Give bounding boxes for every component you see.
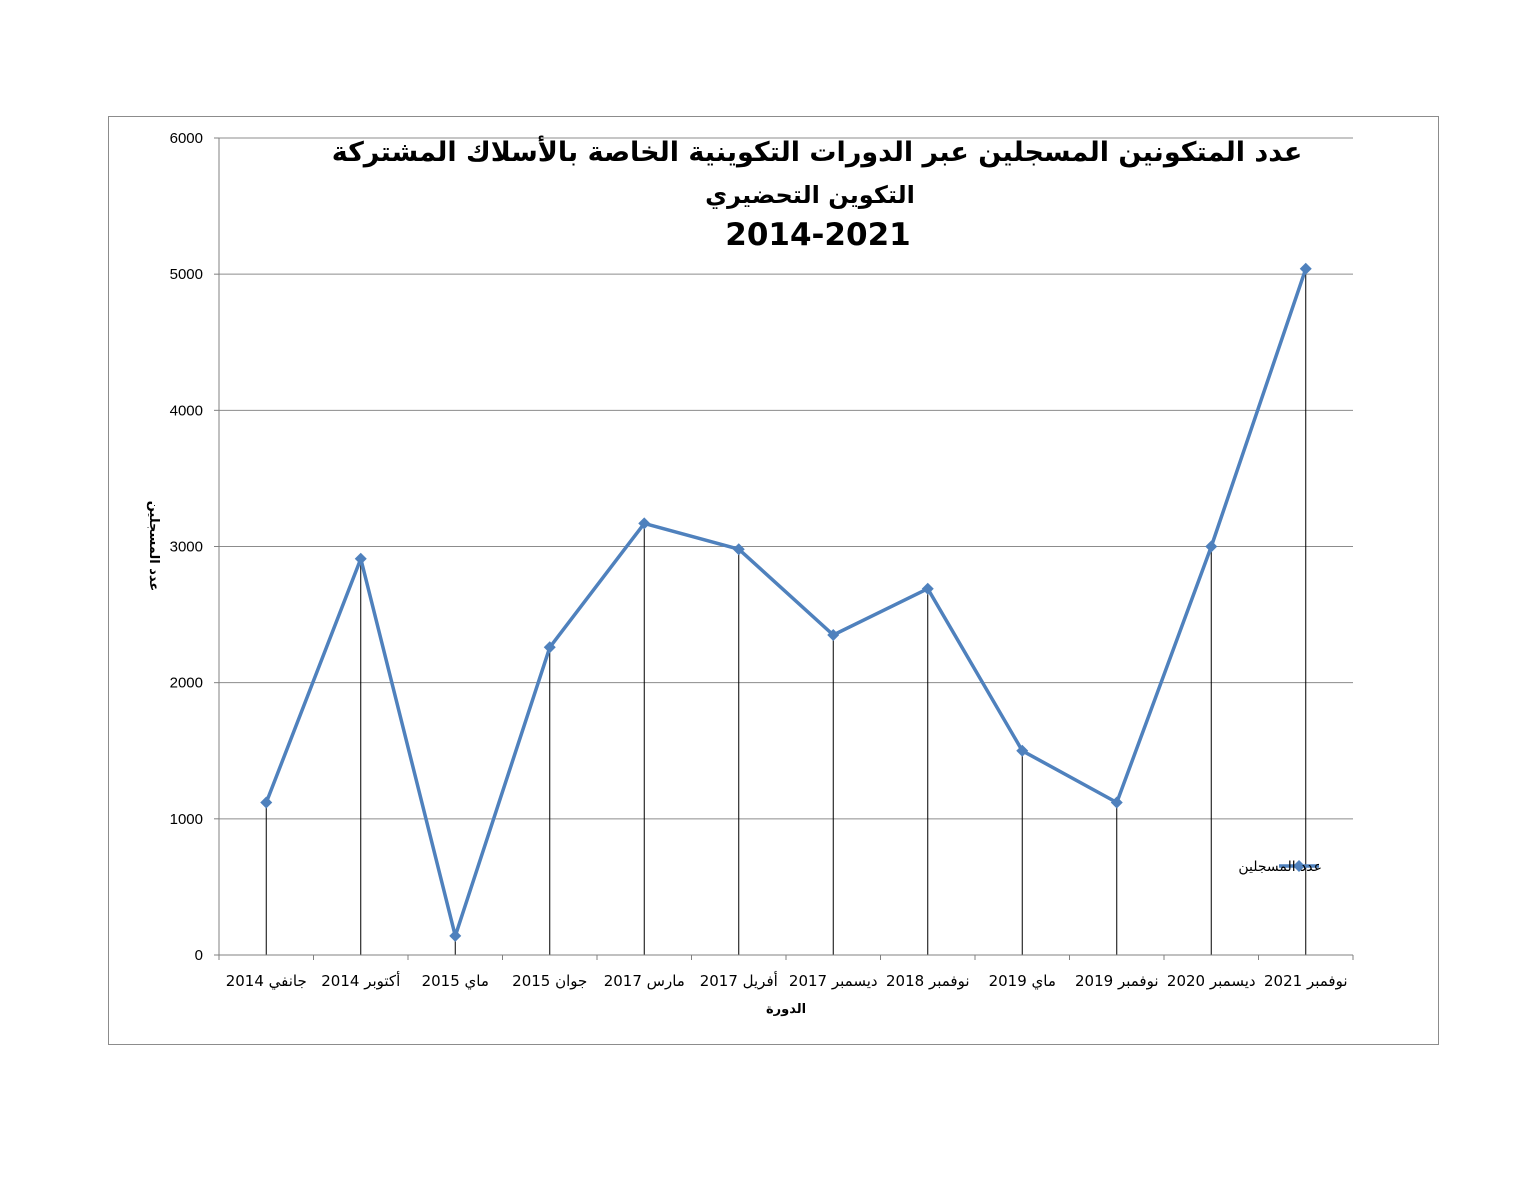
x-tick-label: جوان 2015 <box>512 972 587 990</box>
data-point <box>732 543 745 556</box>
y-tick-label: 4000 <box>170 402 203 419</box>
data-point <box>1016 744 1029 757</box>
data-point <box>354 552 367 565</box>
data-point <box>1110 796 1123 809</box>
data-point <box>921 582 934 595</box>
data-point <box>638 517 651 530</box>
legend: عدد المسجلين <box>1238 859 1322 875</box>
data-point <box>543 641 556 654</box>
y-tick-label: 1000 <box>170 811 203 828</box>
y-tick-label: 6000 <box>170 130 203 147</box>
x-tick-label: ديسمبر 2020 <box>1167 972 1256 990</box>
y-tick-labels: 0 1000 2000 3000 4000 5000 6000 <box>170 130 219 964</box>
x-tick-label: أفريل 2017 <box>700 971 778 990</box>
x-tick-label: ديسمبر 2017 <box>789 972 878 990</box>
data-point <box>827 629 840 642</box>
chart-title-line-2: التكوين التحضيري <box>705 181 915 209</box>
x-tick-label: نوفمبر 2021 <box>1264 972 1348 990</box>
data-point <box>1205 540 1218 553</box>
data-point <box>1299 262 1312 275</box>
x-tick-label: مارس 2017 <box>604 972 685 990</box>
y-tick-label: 5000 <box>170 266 203 283</box>
legend-label: عدد المسجلين <box>1238 859 1322 875</box>
y-tick-label: 0 <box>195 947 203 964</box>
x-tick-label: أكتوبر 2014 <box>321 971 400 990</box>
data-point <box>449 929 462 942</box>
legend-marker-icon <box>1293 860 1305 872</box>
series-line <box>264 266 1308 938</box>
x-tick-labels: جانفي 2014 أكتوبر 2014 ماي 2015 جوان 2015 ما… <box>218 955 1354 991</box>
chart-title-line-3: 2014-2021 <box>725 217 910 253</box>
y-tick-label: 2000 <box>170 675 203 692</box>
x-tick-label: نوفمبر 2018 <box>886 972 970 990</box>
data-point <box>260 796 273 809</box>
y-axis-title: عدد المسجلين <box>146 501 161 592</box>
x-tick-label: ماي 2015 <box>422 972 489 991</box>
series-layer <box>260 262 1312 942</box>
y-tick-label: 3000 <box>170 539 203 556</box>
x-tick-label: ماي 2019 <box>989 972 1056 991</box>
chart-title-line-1: عدد المتكونين المسجلين عبر الدورات التكو… <box>332 135 1303 168</box>
gridlines <box>219 137 1353 820</box>
x-tick-label: نوفمبر 2019 <box>1075 972 1159 990</box>
x-axis-title: الدورة <box>766 1002 806 1017</box>
x-tick-label: جانفي 2014 <box>226 972 307 991</box>
